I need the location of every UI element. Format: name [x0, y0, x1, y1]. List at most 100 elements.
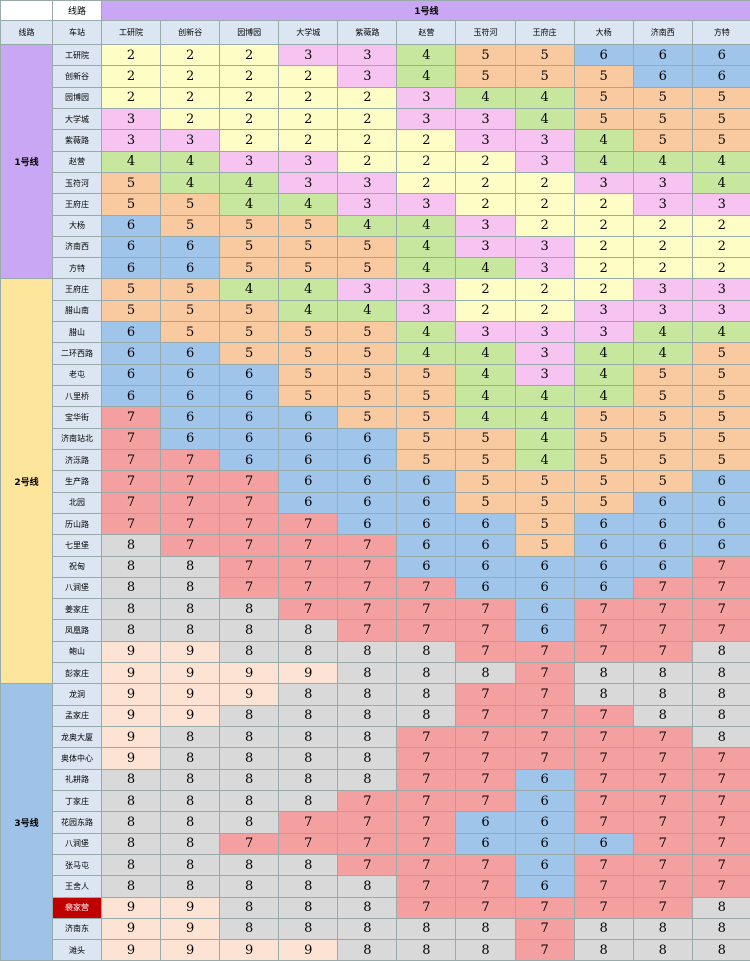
- fare-cell: 9: [279, 663, 338, 684]
- station-name: 七里堡: [53, 535, 102, 556]
- column-header: 赵营: [397, 21, 456, 45]
- fare-cell: 6: [220, 407, 279, 428]
- fare-cell: 5: [397, 449, 456, 470]
- fare-cell: 8: [574, 918, 633, 939]
- fare-cell: 7: [574, 812, 633, 833]
- fare-cell: 8: [220, 918, 279, 939]
- fare-cell: 3: [633, 279, 692, 300]
- fare-cell: 7: [574, 599, 633, 620]
- station-name: 腊山南: [53, 300, 102, 321]
- fare-cell: 6: [397, 513, 456, 534]
- fare-cell: 7: [574, 641, 633, 662]
- fare-cell: 3: [397, 108, 456, 129]
- station-name: 王府庄: [53, 194, 102, 215]
- fare-cell: 4: [161, 151, 220, 172]
- fare-cell: 7: [161, 471, 220, 492]
- fare-cell: 8: [102, 556, 161, 577]
- fare-cell: 8: [279, 705, 338, 726]
- fare-cell: 8: [338, 897, 397, 918]
- fare-cell: 7: [220, 492, 279, 513]
- fare-cell: 8: [279, 748, 338, 769]
- fare-cell: 7: [456, 876, 515, 897]
- fare-cell: 8: [161, 556, 220, 577]
- fare-cell: 3: [102, 130, 161, 151]
- fare-cell: 2: [397, 130, 456, 151]
- station-name: 丁家庄: [53, 790, 102, 811]
- fare-cell: 8: [161, 727, 220, 748]
- fare-cell: 9: [279, 940, 338, 961]
- fare-cell: 8: [633, 705, 692, 726]
- station-name: 济泺路: [53, 449, 102, 470]
- station-name: 礼耕路: [53, 769, 102, 790]
- fare-cell: 7: [456, 684, 515, 705]
- fare-cell: 5: [456, 428, 515, 449]
- fare-cell: 7: [220, 577, 279, 598]
- fare-cell: 2: [161, 45, 220, 66]
- fare-cell: 5: [161, 322, 220, 343]
- fare-cell: 6: [692, 66, 750, 87]
- fare-cell: 2: [574, 258, 633, 279]
- fare-cell: 5: [279, 236, 338, 257]
- fare-cell: 5: [397, 364, 456, 385]
- fare-cell: 7: [397, 620, 456, 641]
- station-name: 八涧堡: [53, 833, 102, 854]
- fare-cell: 8: [161, 854, 220, 875]
- station-name: 济南东: [53, 918, 102, 939]
- fare-cell: 3: [102, 108, 161, 129]
- fare-cell: 3: [574, 172, 633, 193]
- fare-cell: 8: [161, 876, 220, 897]
- fare-cell: 5: [102, 300, 161, 321]
- fare-cell: 2: [633, 258, 692, 279]
- fare-cell: 7: [633, 577, 692, 598]
- fare-cell: 7: [161, 449, 220, 470]
- fare-cell: 4: [515, 87, 574, 108]
- fare-cell: 5: [338, 322, 397, 343]
- fare-cell: 2: [692, 236, 750, 257]
- station-name: 龙奥大厦: [53, 727, 102, 748]
- fare-cell: 7: [279, 577, 338, 598]
- fare-cell: 6: [515, 812, 574, 833]
- fare-cell: 6: [633, 492, 692, 513]
- fare-cell: 8: [633, 918, 692, 939]
- fare-cell: 7: [692, 854, 750, 875]
- fare-cell: 5: [279, 386, 338, 407]
- fare-cell: 2: [338, 87, 397, 108]
- fare-cell: 6: [338, 449, 397, 470]
- fare-cell: 2: [279, 66, 338, 87]
- fare-cell: 7: [633, 876, 692, 897]
- fare-cell: 7: [633, 833, 692, 854]
- fare-cell: 7: [692, 790, 750, 811]
- fare-cell: 8: [161, 620, 220, 641]
- fare-cell: 4: [397, 322, 456, 343]
- fare-cell: 3: [692, 279, 750, 300]
- fare-cell: 6: [102, 364, 161, 385]
- fare-cell: 7: [633, 727, 692, 748]
- fare-cell: 3: [338, 66, 397, 87]
- fare-cell: 7: [456, 748, 515, 769]
- line-name: 2号线: [1, 279, 53, 684]
- fare-cell: 9: [102, 918, 161, 939]
- fare-cell: 6: [279, 471, 338, 492]
- fare-cell: 6: [161, 386, 220, 407]
- station-name: 老屯: [53, 364, 102, 385]
- fare-cell: 7: [279, 599, 338, 620]
- fare-cell: 3: [456, 130, 515, 151]
- fare-cell: 7: [633, 790, 692, 811]
- station-name: 裴家营: [53, 897, 102, 918]
- fare-cell: 6: [279, 492, 338, 513]
- fare-cell: 6: [397, 471, 456, 492]
- fare-cell: 8: [279, 854, 338, 875]
- fare-cell: 7: [279, 556, 338, 577]
- fare-cell: 5: [102, 172, 161, 193]
- fare-cell: 8: [220, 769, 279, 790]
- fare-cell: 8: [102, 599, 161, 620]
- fare-cell: 5: [338, 343, 397, 364]
- fare-cell: 5: [633, 130, 692, 151]
- fare-cell: 8: [220, 790, 279, 811]
- fare-cell: 8: [397, 663, 456, 684]
